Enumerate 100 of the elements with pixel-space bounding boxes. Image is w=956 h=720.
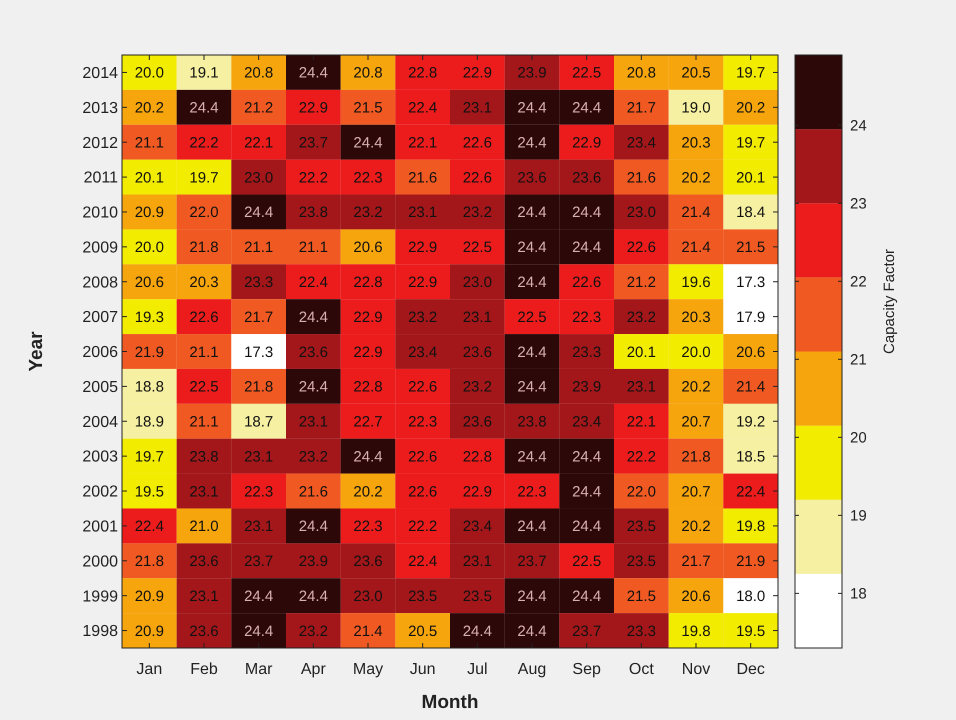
data-label: 22.8 [462,448,492,466]
data-label: 24.4 [517,588,547,605]
data-label: 22.1 [626,414,656,431]
y-tick-label: 2004 [82,414,118,431]
data-label: 19.2 [736,414,766,431]
data-label: 20.0 [134,239,164,256]
data-label: 22.1 [408,134,438,152]
data-label: 20.3 [189,274,219,291]
data-label: 20.3 [681,134,711,152]
data-label: 20.2 [134,100,164,117]
data-label: 21.7 [681,553,711,570]
color-bar-label: 21 [850,352,867,369]
data-label: 24.4 [572,239,602,256]
x-tick-label: Apr [300,661,326,678]
y-tick-label: 1999 [82,588,118,606]
data-label: 22.6 [462,134,492,152]
data-label: 22.3 [353,518,383,536]
data-label: 18.7 [244,414,274,431]
data-label: 21.8 [134,553,164,570]
data-label: 23.1 [462,308,492,326]
data-label: 22.6 [189,308,219,326]
data-label: 17.3 [736,274,766,291]
data-label: 23.9 [298,553,328,570]
data-label: 23.4 [626,134,656,152]
data-label: 22.6 [408,483,438,500]
data-label: 23.1 [462,553,492,570]
data-label: 19.1 [189,64,219,82]
data-label: 23.3 [626,622,656,640]
data-label: 21.1 [134,134,164,152]
y-tick-label: 1998 [82,623,118,640]
data-label: 21.9 [736,553,766,570]
data-label: 20.6 [353,239,383,256]
data-label: 22.4 [134,518,164,536]
data-label: 24.4 [517,518,547,536]
data-label: 23.6 [189,553,219,570]
data-label: 23.6 [517,169,547,186]
data-label: 23.6 [462,344,492,361]
data-label: 18.4 [736,204,766,222]
data-label: 20.5 [681,64,711,82]
data-label: 23.5 [626,553,656,570]
data-label: 24.4 [298,64,328,82]
data-label: 22.9 [462,483,492,500]
data-label: 23.1 [244,518,274,536]
color-bar-label: 23 [850,196,867,212]
data-label: 22.2 [298,169,328,186]
x-tick-label: Jun [410,661,436,678]
data-label: 19.8 [736,518,766,536]
data-label: 21.7 [626,100,656,117]
data-label: 20.3 [681,308,711,326]
data-label: 21.4 [681,239,711,256]
data-label: 24.4 [517,378,547,396]
data-label: 20.2 [736,100,766,117]
data-label: 22.6 [626,239,656,256]
data-label: 23.0 [626,204,656,222]
data-label: 19.7 [134,448,164,466]
data-label: 23.9 [572,378,602,396]
data-label: 18.0 [736,588,766,605]
data-label: 24.4 [517,239,547,256]
data-label: 21.1 [189,414,219,431]
data-label: 24.4 [572,100,602,117]
data-label: 23.1 [626,378,656,396]
data-label: 20.6 [681,588,711,605]
data-label: 19.0 [681,100,711,117]
data-label: 23.1 [298,414,328,431]
y-tick-label: 2000 [82,553,118,570]
data-label: 23.2 [298,622,328,640]
data-label: 24.4 [298,518,328,536]
data-label: 22.5 [517,308,547,326]
data-label: 22.3 [408,414,438,431]
data-label: 23.7 [298,134,328,152]
data-label: 22.4 [736,483,766,500]
data-label: 21.4 [681,204,711,222]
x-axis-title: Month [422,692,478,713]
data-label: 23.5 [408,588,438,605]
y-tick-label: 2007 [82,309,118,326]
data-label: 22.8 [408,64,438,82]
data-label: 23.4 [572,414,602,431]
data-label: 22.3 [353,169,383,186]
data-label: 21.1 [244,239,274,256]
y-tick-label: 2014 [82,65,118,82]
data-label: 22.1 [244,134,274,152]
data-label: 22.9 [298,100,328,117]
data-label: 20.0 [134,64,164,82]
data-label: 20.1 [626,344,656,361]
data-label: 22.2 [189,134,219,152]
data-label: 22.0 [189,204,219,222]
y-tick-label: 2003 [82,448,118,466]
data-label: 22.3 [244,483,274,500]
data-label: 22.9 [572,134,602,152]
x-tick-label: Mar [244,661,274,678]
data-label: 23.6 [572,169,602,186]
data-label: 21.2 [626,274,656,291]
data-label: 23.2 [462,378,492,396]
x-tick-label: Jan [136,661,162,678]
data-label: 23.0 [353,588,383,605]
data-label: 24.4 [517,100,547,117]
data-label: 23.2 [298,448,328,466]
data-label: 24.4 [517,622,547,640]
data-label: 22.4 [298,274,328,291]
data-label: 22.4 [408,553,438,570]
